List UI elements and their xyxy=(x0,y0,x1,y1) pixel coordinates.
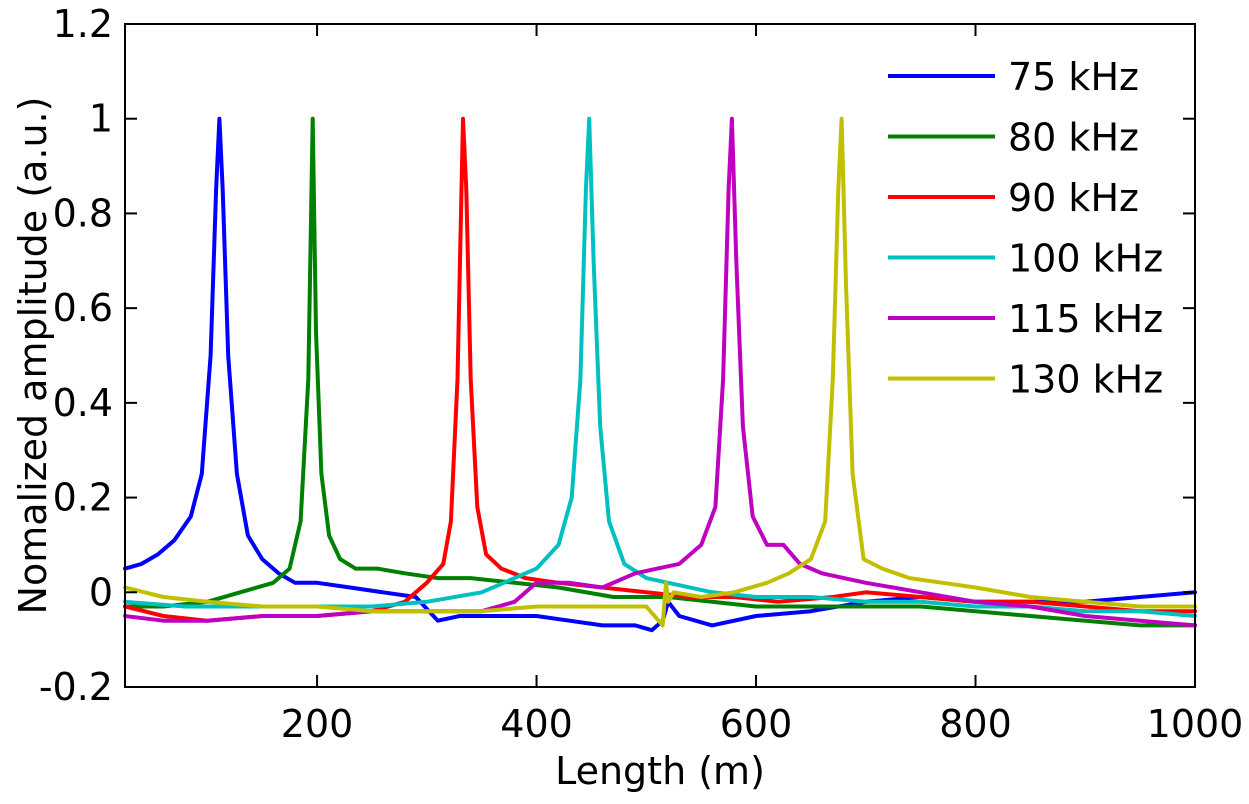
y-tick-label: 0.4 xyxy=(53,381,113,425)
x-tick-label: 800 xyxy=(939,702,1012,746)
x-tick-label: 400 xyxy=(500,702,573,746)
series-layer xyxy=(123,116,1197,633)
y-tick-label: 0.2 xyxy=(53,476,113,520)
x-tick-label: 1000 xyxy=(1147,702,1244,746)
legend-label-1: 80 kHz xyxy=(1008,116,1139,160)
series-line-5 xyxy=(123,116,1197,628)
y-axis-label: Nomalized amplitude (a.u.) xyxy=(11,97,55,615)
x-tick-label: 600 xyxy=(720,702,793,746)
legend: 75 kHz 80 kHz 90 kHz 100 kHz 115 kHz 130 kHz xyxy=(888,55,1163,402)
series-line-3 xyxy=(123,116,1197,618)
series-line-1 xyxy=(123,116,1197,628)
x-tick-label: 200 xyxy=(281,702,354,746)
legend-label-3: 100 kHz xyxy=(1008,237,1163,281)
legend-label-4: 115 kHz xyxy=(1008,297,1163,341)
tick-layer: 200 400 600 800 1000 -0.2 0 0.2 0.4 0.6 0.8 1 1.2 xyxy=(39,2,1244,746)
y-tick-label: 1.2 xyxy=(53,2,113,46)
legend-label-2: 90 kHz xyxy=(1008,176,1139,220)
y-tick-label: 0.8 xyxy=(53,191,113,235)
legend-label-0: 75 kHz xyxy=(1008,55,1139,99)
plot-frame xyxy=(124,23,1196,688)
y-tick-label: 1 xyxy=(89,97,113,141)
y-tick-label: 0 xyxy=(89,570,113,614)
x-axis-label: Length (m) xyxy=(555,749,765,793)
y-tick-label: -0.2 xyxy=(39,665,113,709)
y-tick-label: 0.6 xyxy=(53,286,113,330)
legend-label-5: 130 kHz xyxy=(1008,358,1163,402)
